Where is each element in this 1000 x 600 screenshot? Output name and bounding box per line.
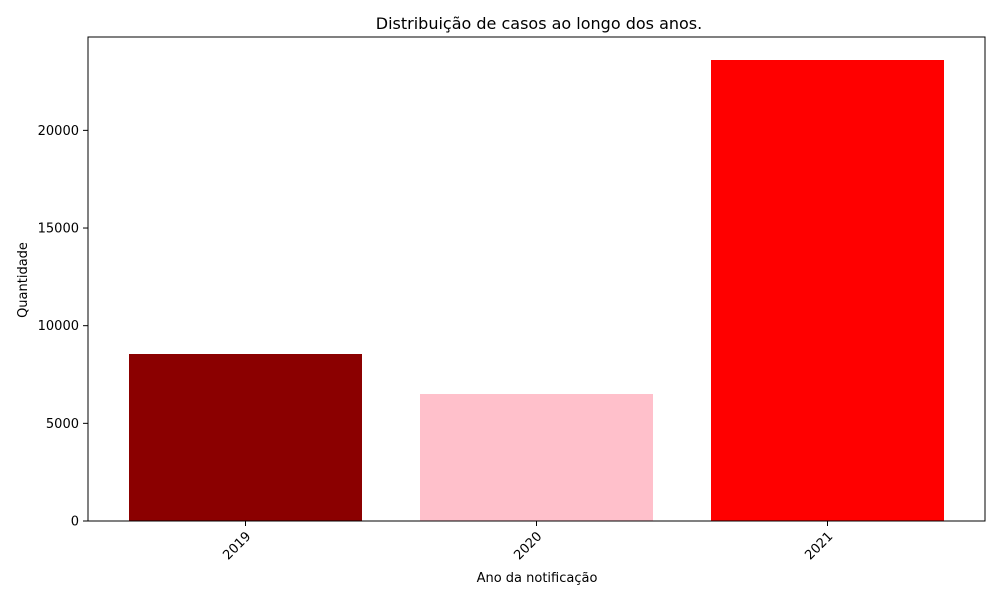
bar-2019 [129,354,362,521]
y-tick-label-10000: 10000 [38,319,79,334]
y-tick-label-0: 0 [71,515,79,530]
y-ticks: 0 5000 10000 15000 20000 [38,124,88,530]
x-tick-label-2021: 2021 [802,529,836,563]
x-tick-label-2020: 2020 [511,529,545,563]
plot-frame [87,36,986,522]
bar-2020 [420,394,653,521]
y-tick-label-20000: 20000 [38,124,79,139]
y-axis-label: Quantidade [16,242,31,318]
x-axis-label: Ano da notificação [477,571,598,586]
x-ticks: 2019 2020 2021 [220,521,836,563]
y-tick-label-15000: 15000 [38,222,79,237]
x-tick-label-2019: 2019 [220,529,254,563]
y-tick-label-5000: 5000 [46,417,79,432]
bars-layer [129,60,944,521]
chart-title: Distribuição de casos ao longo dos anos. [376,14,702,33]
bar-2021 [711,60,944,521]
